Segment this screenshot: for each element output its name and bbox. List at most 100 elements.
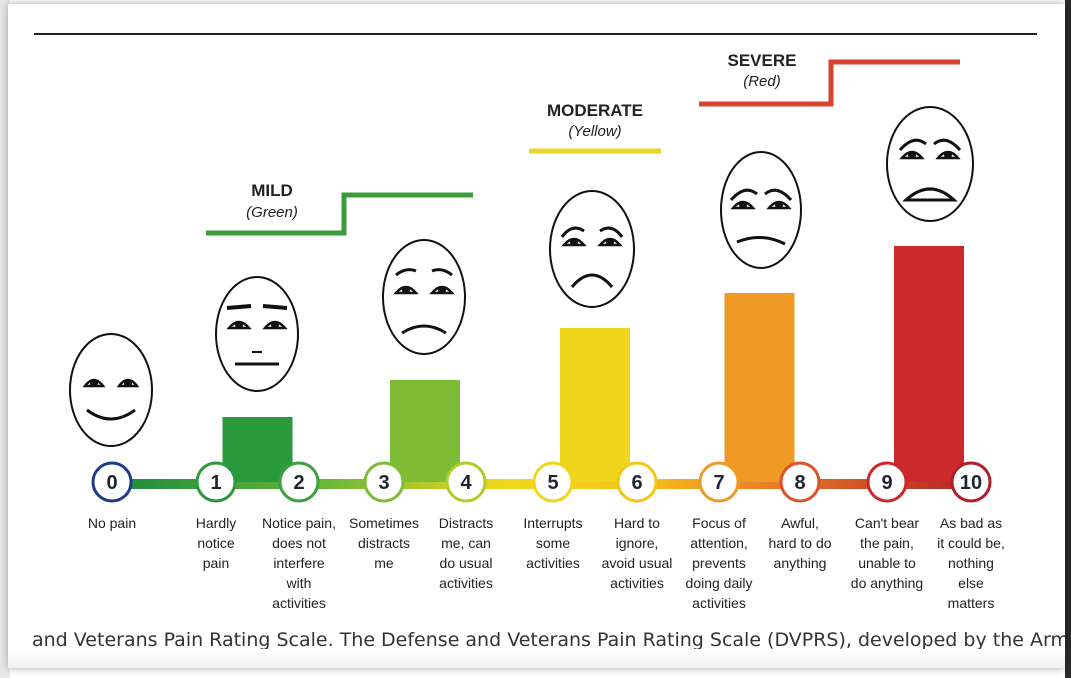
pain-level-number-4: 4	[460, 472, 472, 494]
pain-level-description-4: Distracts me, can do usual activities	[439, 515, 493, 591]
pain-level-description-line: Hard to	[614, 515, 660, 531]
figure-caption: and Veterans Pain Rating Scale. The Defe…	[32, 629, 1065, 649]
pain-level-number-1: 1	[210, 472, 221, 494]
pain-level-description-line: activities	[439, 575, 493, 591]
pain-level-description-9: Can't bear the pain, unable to do anything	[851, 515, 923, 591]
pain-level-0: 0	[91, 461, 133, 503]
band-severe-title: SEVERE	[728, 51, 797, 70]
pain-level-description-line: Can't bear	[855, 515, 919, 531]
pain-level-10: 10	[950, 461, 992, 503]
pain-bar-7	[724, 293, 795, 482]
face-10-worst	[886, 106, 974, 222]
pain-level-7: 7	[698, 461, 740, 503]
pain-level-description-line: attention,	[690, 535, 748, 551]
pain-level-number-5: 5	[547, 472, 558, 494]
band-mild-title: MILD	[251, 181, 293, 200]
pain-level-description-line: notice	[197, 535, 235, 551]
pain-level-description-line: pain	[203, 555, 229, 571]
pain-level-description-line: else	[958, 575, 984, 591]
pain-level-description-line: Interrupts	[523, 515, 582, 531]
pain-level-circle-5	[532, 461, 574, 503]
face-4-uncomfortable	[382, 239, 466, 355]
face-8-intense	[720, 151, 802, 269]
pain-level-8: 8	[779, 461, 821, 503]
pain-level-description-line: matters	[948, 595, 995, 611]
pain-level-description-line: me, can	[441, 535, 491, 551]
band-severe: SEVERE (Red)	[699, 51, 960, 107]
band-moderate: MODERATE (Yellow)	[529, 101, 661, 154]
pain-level-description-line: activities	[272, 595, 326, 611]
pain-level-description-line: does not	[272, 535, 326, 551]
pain-level-4: 4	[445, 461, 487, 503]
pain-level-description-line: activities	[692, 595, 746, 611]
pain-level-circle-0	[91, 461, 133, 503]
pain-level-3: 3	[363, 461, 405, 503]
pain-level-description-line: avoid usual	[602, 555, 673, 571]
pain-level-description-line: doing daily	[686, 575, 753, 591]
pain-bars	[222, 246, 964, 482]
pain-level-description-line: ignore,	[616, 535, 659, 551]
pain-level-description-line: the pain,	[860, 535, 914, 551]
pain-level-description-line: Distracts	[439, 515, 493, 531]
pain-level-6: 6	[616, 461, 658, 503]
pain-level-number-10: 10	[960, 472, 982, 494]
pain-level-description-line: anything	[774, 555, 827, 571]
pain-level-description-line: Notice pain,	[262, 515, 336, 531]
pain-level-9: 9	[866, 461, 908, 503]
pain-level-description-6: Hard to ignore, avoid usual activities	[602, 515, 673, 591]
pain-level-circle-4	[445, 461, 487, 503]
pain-bar-5	[560, 328, 630, 482]
pain-level-description-line: No pain	[88, 515, 136, 531]
pain-level-number-0: 0	[106, 472, 117, 494]
pain-level-description-5: Interrupts some activities	[523, 515, 582, 571]
band-severe-subtitle: (Red)	[743, 73, 781, 90]
pain-level-description-line: nothing	[948, 555, 994, 571]
image-lightbox: MILD (Green) MODERATE (Yellow) SEVERE (R…	[8, 4, 1065, 668]
pain-level-number-3: 3	[378, 472, 389, 494]
page-scrollbar[interactable]	[1065, 0, 1071, 678]
face-6-distressed	[549, 190, 635, 308]
page-left-edge	[0, 0, 10, 678]
pain-level-description-line: Hardly	[196, 515, 236, 531]
pain-level-circle-10	[950, 461, 992, 503]
pain-level-description-line: Awful,	[781, 515, 819, 531]
pain-level-description-line: Focus of	[692, 515, 746, 531]
pain-level-description-line: Sometimes	[349, 515, 419, 531]
pain-level-number-8: 8	[794, 472, 805, 494]
pain-level-description-line: activities	[526, 555, 580, 571]
lightbox-top-rule	[34, 33, 1037, 35]
pain-rating-scale-figure: MILD (Green) MODERATE (Yellow) SEVERE (R…	[69, 51, 1005, 611]
pain-level-description-1: Hardly notice pain	[196, 515, 236, 571]
pain-level-description-line: hard to do	[768, 535, 831, 551]
pain-level-description-line: do anything	[851, 575, 923, 591]
pain-level-description-line: activities	[610, 575, 664, 591]
pain-level-circles: 0 1 2 3 4 5 6 7 8 9 10	[91, 461, 992, 503]
pain-level-circle-9	[866, 461, 908, 503]
pain-bar-3	[390, 380, 460, 482]
pain-level-circle-2	[278, 461, 320, 503]
pain-level-description-line: do usual	[440, 555, 493, 571]
band-moderate-subtitle: (Yellow)	[568, 123, 621, 140]
pain-level-description-line: me	[374, 555, 394, 571]
pain-level-number-2: 2	[293, 472, 304, 494]
pain-level-description-line: distracts	[358, 535, 410, 551]
pain-bar-9	[894, 246, 964, 482]
pain-level-description-10: As bad as it could be, nothing else matters	[937, 515, 1005, 611]
pain-level-number-9: 9	[881, 472, 892, 494]
band-mild-subtitle: (Green)	[246, 204, 298, 221]
pain-level-circle-3	[363, 461, 405, 503]
pain-level-description-2: Notice pain, does not interfere with activit…	[262, 515, 336, 611]
pain-level-circle-7	[698, 461, 740, 503]
pain-level-circle-6	[616, 461, 658, 503]
pain-level-descriptions: No pain Hardly notice pain Notice pain, does …	[88, 515, 1005, 611]
pain-level-1: 1	[195, 461, 237, 503]
pain-level-description-7: Focus of attention, prevents doing daily act…	[686, 515, 753, 611]
face-2-neutral	[215, 276, 299, 392]
pain-level-description-line: it could be,	[937, 535, 1005, 551]
pain-bar-1	[222, 417, 293, 482]
pain-level-circle-8	[779, 461, 821, 503]
pain-level-description-8: Awful, hard to do anything	[768, 515, 831, 571]
pain-level-number-6: 6	[631, 472, 642, 494]
lightbox-bottom-shade	[8, 650, 1065, 668]
pain-level-description-line: As bad as	[940, 515, 1002, 531]
